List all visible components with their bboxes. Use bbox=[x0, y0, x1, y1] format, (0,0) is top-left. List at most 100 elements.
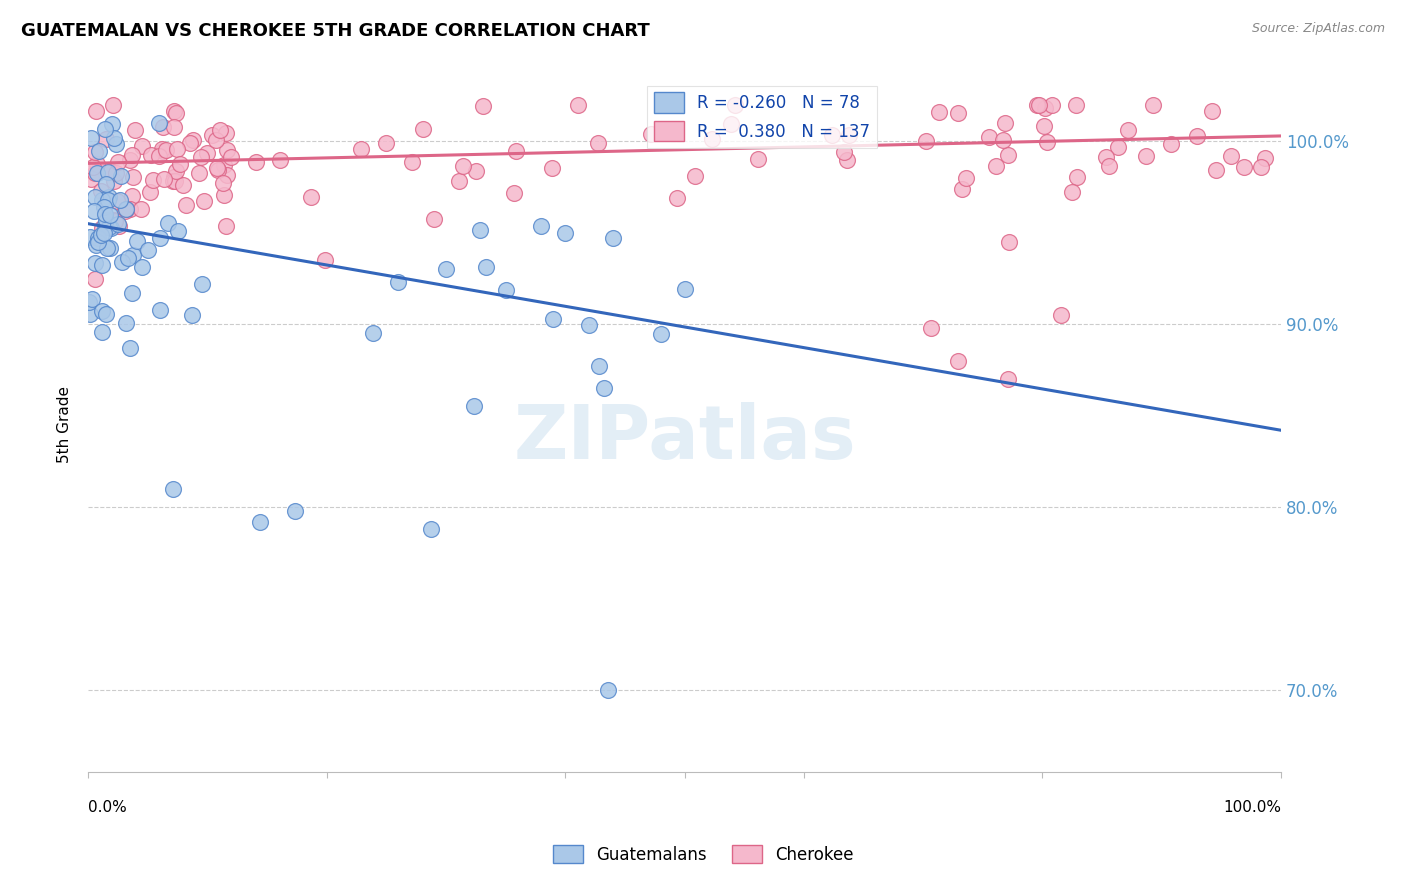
Point bbox=[107, 155, 129, 169]
Point bbox=[86, 104, 108, 119]
Point bbox=[554, 226, 576, 240]
Text: GUATEMALAN VS CHEROKEE 5TH GRADE CORRELATION CHART: GUATEMALAN VS CHEROKEE 5TH GRADE CORRELA… bbox=[21, 22, 650, 40]
Point bbox=[91, 194, 114, 208]
Point bbox=[502, 186, 524, 200]
Point bbox=[118, 153, 141, 168]
Point bbox=[97, 189, 120, 203]
Point bbox=[96, 307, 118, 321]
Point bbox=[83, 203, 105, 218]
Point bbox=[1135, 149, 1157, 163]
Point bbox=[1220, 149, 1243, 163]
Text: 100.0%: 100.0% bbox=[1223, 800, 1281, 815]
Point bbox=[465, 164, 488, 178]
Point bbox=[180, 308, 202, 322]
Point bbox=[83, 145, 105, 160]
Point bbox=[84, 256, 107, 270]
Point bbox=[124, 123, 146, 137]
Point bbox=[93, 226, 115, 240]
Point bbox=[820, 128, 842, 142]
Point bbox=[249, 515, 271, 529]
Point bbox=[212, 188, 235, 202]
Point bbox=[1233, 160, 1256, 174]
Point bbox=[468, 223, 491, 237]
Legend: R = -0.260   N = 78, R =  0.380   N = 137: R = -0.260 N = 78, R = 0.380 N = 137 bbox=[647, 86, 877, 148]
Point bbox=[720, 117, 742, 131]
Point bbox=[108, 193, 131, 207]
Point bbox=[101, 117, 124, 131]
Point bbox=[179, 136, 201, 151]
Point bbox=[79, 307, 101, 321]
Point bbox=[96, 193, 118, 207]
Point bbox=[592, 381, 614, 395]
Point bbox=[103, 174, 125, 188]
Point bbox=[90, 184, 112, 198]
Point bbox=[150, 142, 173, 156]
Point bbox=[91, 303, 114, 318]
Point bbox=[1201, 104, 1223, 119]
Point bbox=[149, 231, 172, 245]
Point bbox=[505, 144, 527, 158]
Point bbox=[91, 220, 114, 235]
Point bbox=[87, 231, 110, 245]
Point bbox=[117, 251, 139, 265]
Point bbox=[94, 213, 117, 227]
Point bbox=[207, 163, 229, 178]
Point bbox=[89, 144, 111, 158]
Point bbox=[602, 230, 624, 244]
Point bbox=[104, 136, 127, 151]
Point bbox=[928, 104, 950, 119]
Text: Source: ZipAtlas.com: Source: ZipAtlas.com bbox=[1251, 22, 1385, 36]
Point bbox=[114, 202, 136, 216]
Point bbox=[86, 156, 108, 170]
Point bbox=[650, 326, 672, 341]
Point bbox=[104, 213, 127, 227]
Point bbox=[148, 116, 170, 130]
Point bbox=[107, 219, 129, 233]
Point bbox=[245, 154, 267, 169]
Point bbox=[131, 260, 153, 274]
Point bbox=[219, 150, 242, 164]
Point bbox=[994, 116, 1017, 130]
Point bbox=[419, 522, 441, 536]
Point bbox=[423, 211, 446, 226]
Point bbox=[299, 190, 322, 204]
Point bbox=[838, 128, 860, 142]
Point bbox=[475, 260, 498, 274]
Point bbox=[141, 148, 163, 162]
Point bbox=[94, 177, 117, 191]
Point bbox=[997, 372, 1019, 386]
Point bbox=[97, 163, 120, 178]
Point bbox=[87, 235, 110, 250]
Point bbox=[673, 282, 696, 296]
Point bbox=[110, 169, 132, 183]
Point bbox=[984, 159, 1007, 173]
Point bbox=[540, 161, 562, 176]
Point bbox=[97, 220, 120, 235]
Point bbox=[1116, 122, 1139, 136]
Point bbox=[162, 482, 184, 496]
Point bbox=[82, 160, 104, 174]
Point bbox=[191, 277, 214, 291]
Point bbox=[948, 106, 970, 120]
Point bbox=[1025, 98, 1047, 112]
Point bbox=[101, 98, 124, 112]
Point bbox=[105, 166, 128, 180]
Point bbox=[138, 243, 160, 257]
Point bbox=[121, 285, 143, 300]
Point bbox=[541, 312, 564, 326]
Point bbox=[105, 194, 128, 208]
Point bbox=[578, 318, 600, 332]
Point bbox=[1033, 101, 1056, 115]
Point bbox=[1250, 160, 1272, 174]
Point bbox=[387, 275, 409, 289]
Point bbox=[979, 129, 1001, 144]
Point bbox=[495, 284, 517, 298]
Point bbox=[166, 143, 188, 157]
Point bbox=[434, 261, 457, 276]
Point bbox=[1142, 98, 1164, 112]
Point bbox=[640, 127, 662, 141]
Point bbox=[215, 143, 238, 157]
Point bbox=[82, 292, 104, 306]
Point bbox=[1040, 98, 1063, 112]
Point bbox=[94, 218, 117, 232]
